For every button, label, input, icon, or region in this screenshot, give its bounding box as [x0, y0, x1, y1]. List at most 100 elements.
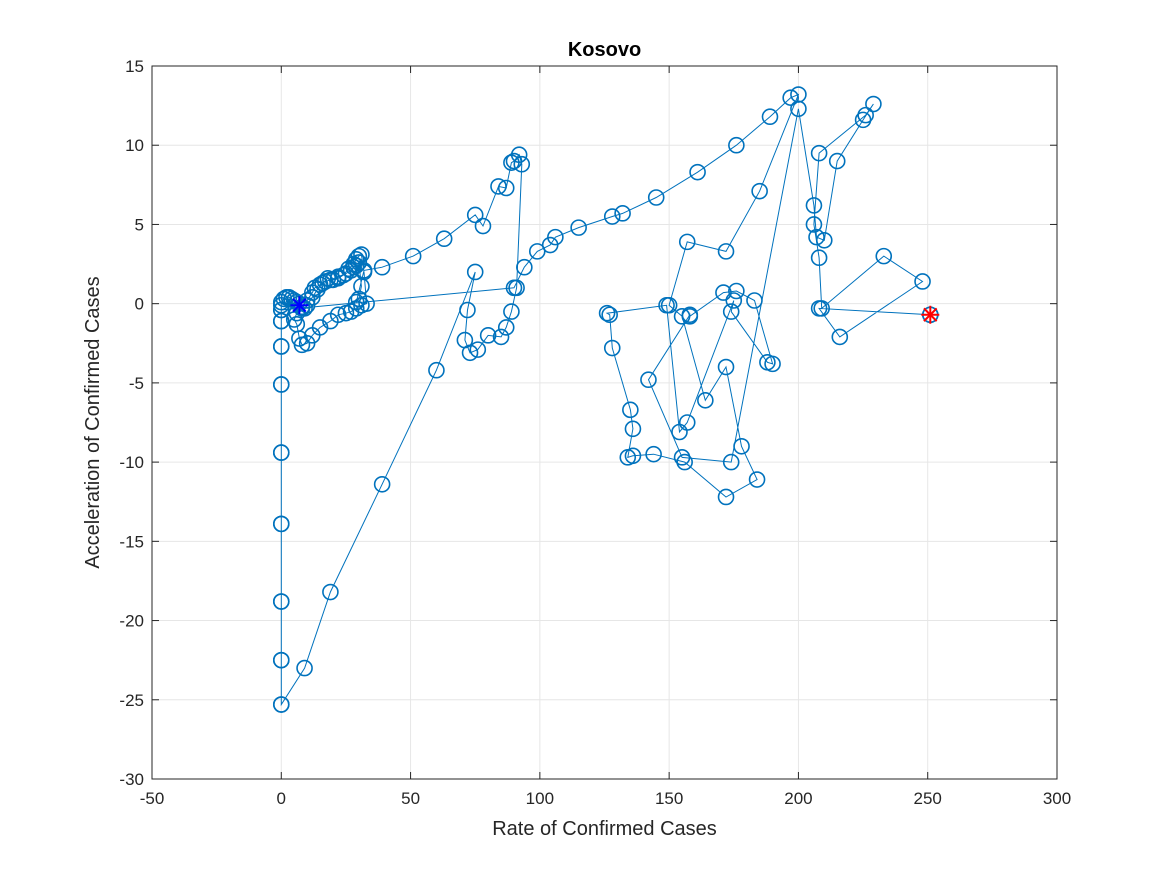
- data-point: [805, 197, 823, 214]
- data-point: [272, 312, 290, 330]
- data-point: [435, 230, 453, 248]
- data-point: [516, 258, 533, 276]
- data-point: [322, 583, 339, 601]
- data-point: [914, 273, 931, 290]
- start-point-marker-stroke: [292, 298, 307, 313]
- data-point: [603, 339, 621, 357]
- data-point: [782, 89, 799, 106]
- data-point: [505, 279, 523, 297]
- data-point: [570, 219, 587, 236]
- data-point: [865, 95, 882, 113]
- data-point: [857, 106, 874, 124]
- data-point: [815, 231, 833, 249]
- data-point: [272, 301, 290, 319]
- data-point: [603, 208, 621, 225]
- x-tick-label: 300: [1043, 789, 1071, 808]
- data-point: [810, 144, 828, 162]
- data-point: [272, 376, 290, 393]
- end-point-marker-stroke: [923, 307, 938, 322]
- x-tick-label: 150: [655, 789, 683, 808]
- data-point: [337, 304, 355, 322]
- data-point: [459, 301, 476, 319]
- data-point: [510, 146, 528, 164]
- data-point: [272, 444, 290, 461]
- data-point: [808, 228, 825, 246]
- data-point: [490, 178, 507, 195]
- data-point: [272, 696, 290, 713]
- data-point: [614, 205, 631, 222]
- data-point: [355, 262, 373, 279]
- data-point: [722, 453, 740, 471]
- data-point: [748, 471, 766, 488]
- y-tick-label: 15: [125, 57, 144, 76]
- data-point: [513, 155, 531, 173]
- plot-area: [152, 66, 1057, 779]
- data-point: [503, 303, 520, 320]
- x-tick-label: 100: [526, 789, 554, 808]
- data-point: [722, 303, 740, 320]
- y-tick-label: 5: [135, 215, 144, 234]
- data-point: [640, 371, 657, 389]
- data-point: [751, 182, 768, 200]
- data-point: [717, 488, 735, 506]
- data-point: [404, 247, 422, 265]
- data-point: [831, 328, 849, 346]
- y-tick-label: -10: [119, 453, 144, 472]
- data-point: [658, 296, 675, 314]
- series-trajectory: [272, 86, 940, 713]
- data-point: [678, 414, 696, 431]
- data-point: [790, 100, 807, 118]
- data-point: [353, 246, 370, 263]
- data-point: [329, 268, 347, 286]
- data-point: [647, 189, 665, 206]
- data-point: [350, 247, 368, 265]
- x-tick-label: -50: [140, 789, 165, 808]
- data-point: [272, 593, 290, 610]
- data-point: [761, 108, 779, 126]
- y-tick-label: 10: [125, 136, 144, 155]
- data-point: [350, 290, 368, 308]
- data-point: [810, 249, 828, 267]
- data-point: [725, 292, 743, 309]
- end-point-marker: [921, 305, 940, 324]
- data-point: [272, 651, 290, 669]
- data-point: [373, 475, 391, 493]
- data-point: [810, 300, 828, 317]
- y-tick-label: -20: [119, 612, 144, 631]
- x-axis-label: Rate of Confirmed Cases: [492, 818, 717, 840]
- data-point: [689, 163, 706, 181]
- y-tick-label: -25: [119, 691, 144, 710]
- data-point: [428, 361, 445, 379]
- data-point: [347, 251, 365, 268]
- data-point: [528, 243, 546, 260]
- chart-title: Kosovo: [568, 39, 641, 61]
- x-tick-label: 0: [277, 789, 286, 808]
- data-point: [474, 217, 492, 235]
- data-point: [601, 306, 618, 324]
- data-point: [673, 308, 691, 325]
- axis-ticks: -50 0 50 100 150 200 250 300-30-25-20-15-10-505…: [119, 57, 1071, 808]
- data-point: [828, 152, 846, 170]
- x-tick-label: 200: [784, 789, 812, 808]
- start-point-marker: [290, 296, 309, 315]
- data-point: [272, 515, 290, 533]
- axes-box: [151, 65, 1058, 780]
- data-point: [466, 206, 484, 224]
- data-point: [728, 282, 745, 300]
- data-point: [875, 247, 893, 265]
- data-point: [469, 341, 487, 358]
- data-point: [733, 437, 750, 455]
- data-point: [624, 420, 642, 438]
- data-point: [322, 271, 339, 289]
- data-point: [479, 327, 497, 344]
- data-point: [681, 306, 699, 324]
- data-point: [645, 445, 662, 463]
- data-point: [805, 216, 823, 233]
- data-point: [497, 179, 515, 197]
- y-tick-label: -30: [119, 770, 144, 789]
- data-point: [764, 355, 781, 373]
- x-tick-label: 250: [914, 789, 942, 808]
- data-point: [717, 358, 735, 376]
- data-point: [296, 659, 313, 677]
- data-point: [678, 233, 696, 251]
